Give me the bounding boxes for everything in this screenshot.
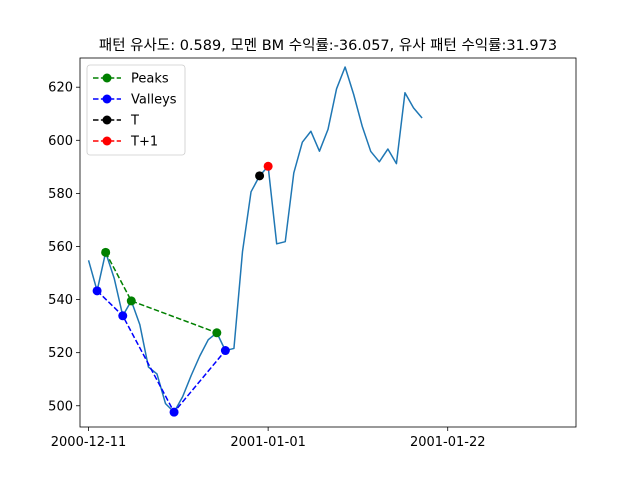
legend-label: Peaks [131, 72, 169, 87]
legend-box [86, 64, 186, 156]
plot-frame [79, 57, 577, 428]
legend-label: T [130, 114, 139, 129]
legend-item: T+1 [93, 135, 158, 150]
price-line [87, 66, 423, 413]
series-dashed-line [104, 251, 218, 334]
legend-item: T [93, 114, 139, 129]
data-point-marker [101, 247, 111, 257]
legend-label: T+1 [130, 135, 158, 150]
axis-ticks: 2000-12-11 2001-01-01 2001-01-22 500 520 540 5… [48, 81, 485, 450]
y-tick-label: 540 [48, 293, 73, 308]
series-layer [87, 66, 423, 417]
data-point-marker [92, 286, 102, 296]
x-tick-label: 2001-01-01 [230, 435, 306, 450]
data-point-marker [220, 346, 230, 356]
y-tick-label: 500 [48, 399, 73, 414]
series-valleys [92, 286, 230, 417]
data-point-marker [212, 328, 222, 338]
series-t [255, 171, 265, 181]
chart-title: 패턴 유사도: 0.589, 모멘 BM 수익률:-36.057, 유사 패턴 … [99, 37, 557, 54]
legend: Peaks Valleys T T+1 [86, 64, 186, 156]
data-point-marker [255, 171, 265, 181]
legend-marker [102, 73, 112, 83]
series-dashed-line [96, 290, 226, 414]
series-t-1 [263, 161, 273, 171]
x-tick-label: 2001-01-22 [410, 435, 486, 450]
y-tick-label: 620 [48, 81, 73, 96]
series-peaks [101, 247, 222, 338]
data-point-marker [126, 296, 136, 306]
data-point-marker [263, 161, 273, 171]
legend-label: Valleys [131, 93, 177, 108]
legend-marker [102, 94, 112, 104]
legend-marker [102, 115, 112, 125]
y-tick-label: 520 [48, 346, 73, 361]
legend-item: Valleys [93, 93, 177, 108]
legend-item: Peaks [93, 72, 169, 87]
y-tick-label: 580 [48, 187, 73, 202]
data-point-marker [169, 407, 179, 417]
y-tick-label: 600 [48, 134, 73, 149]
x-tick-label: 2000-12-11 [51, 435, 127, 450]
data-point-marker [118, 311, 128, 321]
legend-marker [102, 136, 112, 146]
y-tick-label: 560 [48, 240, 73, 255]
